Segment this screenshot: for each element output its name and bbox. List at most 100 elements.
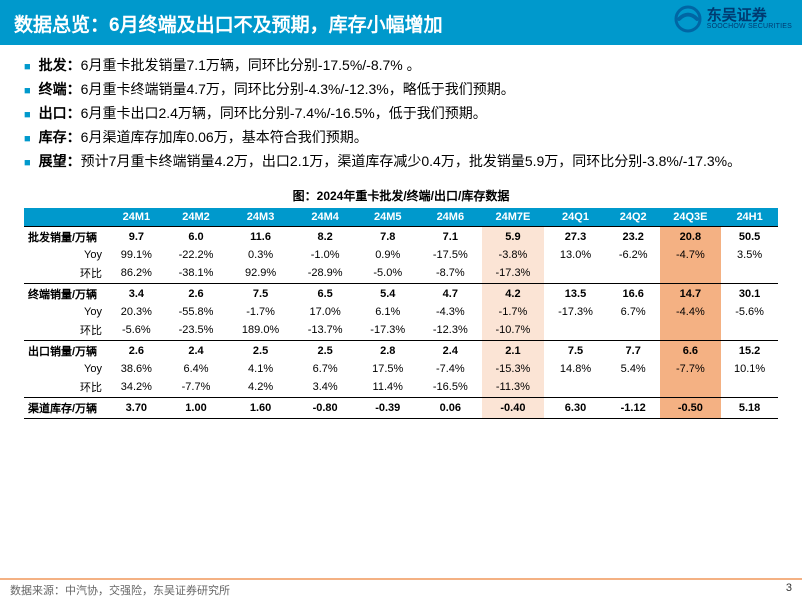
- cell: 7.5: [227, 284, 294, 305]
- table-row: 批发销量/万辆9.76.011.68.27.87.15.927.323.220.…: [24, 227, 778, 248]
- row-label: Yoy: [24, 247, 108, 263]
- cell: 38.6%: [108, 361, 165, 377]
- cell: 8.2: [294, 227, 357, 248]
- cell: 3.4: [108, 284, 165, 305]
- cell: -1.7%: [482, 304, 545, 320]
- cell: [721, 377, 778, 398]
- cell: 3.70: [108, 398, 165, 419]
- slide-footer: 数据来源：中汽协，交强险，东吴证券研究所 3: [0, 578, 802, 602]
- cell: 6.7%: [607, 304, 660, 320]
- cell: -8.7%: [419, 263, 482, 284]
- row-label: 环比: [24, 263, 108, 284]
- table-body: 批发销量/万辆9.76.011.68.27.87.15.927.323.220.…: [24, 227, 778, 419]
- cell: [544, 263, 607, 284]
- cell: 0.06: [419, 398, 482, 419]
- table-row: 环比86.2%-38.1%92.9%-28.9%-5.0%-8.7%-17.3%: [24, 263, 778, 284]
- row-label: 渠道库存/万辆: [24, 398, 108, 419]
- cell: [607, 263, 660, 284]
- cell: 11.4%: [356, 377, 419, 398]
- cell: -5.6%: [721, 304, 778, 320]
- cell: 5.4: [356, 284, 419, 305]
- cell: [607, 320, 660, 341]
- col-header: 24M1: [108, 208, 165, 227]
- col-header: 24M3: [227, 208, 294, 227]
- cell: -1.7%: [227, 304, 294, 320]
- bullet-item: ■批发：6月重卡批发销量7.1万辆，同环比分别-17.5%/-8.7% 。: [24, 55, 778, 76]
- cell: 6.5: [294, 284, 357, 305]
- bullet-icon: ■: [24, 107, 31, 124]
- cell: 6.7%: [294, 361, 357, 377]
- cell: 2.1: [482, 341, 545, 362]
- table-header-row: 24M124M224M324M424M524M624M7E24Q124Q224Q…: [24, 208, 778, 227]
- cell: 5.9: [482, 227, 545, 248]
- cell: -28.9%: [294, 263, 357, 284]
- cell: 6.0: [165, 227, 228, 248]
- bullet-item: ■ 库存：6月渠道库存加库0.06万，基本符合我们预期。: [24, 127, 778, 148]
- cell: -17.3%: [482, 263, 545, 284]
- row-label: Yoy: [24, 304, 108, 320]
- cell: 17.0%: [294, 304, 357, 320]
- bullet-item: ■ 终端：6月重卡终端销量4.7万，同环比分别-4.3%/-12.3%，略低于我们…: [24, 79, 778, 100]
- company-logo: 东吴证券 SOOCHOW SECURITIES: [673, 4, 792, 34]
- cell: -23.5%: [165, 320, 228, 341]
- cell: -38.1%: [165, 263, 228, 284]
- cell: -5.0%: [356, 263, 419, 284]
- cell: 1.60: [227, 398, 294, 419]
- cell: -55.8%: [165, 304, 228, 320]
- cell: 0.3%: [227, 247, 294, 263]
- cell: 7.7: [607, 341, 660, 362]
- cell: -17.3%: [356, 320, 419, 341]
- cell: 4.2%: [227, 377, 294, 398]
- col-header: 24Q3E: [660, 208, 722, 227]
- cell: 27.3: [544, 227, 607, 248]
- col-header: 24H1: [721, 208, 778, 227]
- cell: 20.3%: [108, 304, 165, 320]
- cell: 2.5: [227, 341, 294, 362]
- cell: -3.8%: [482, 247, 545, 263]
- data-source: 数据来源：中汽协，交强险，东吴证券研究所: [10, 582, 230, 598]
- cell: 14.8%: [544, 361, 607, 377]
- cell: 11.6: [227, 227, 294, 248]
- bullet-icon: ■: [24, 83, 31, 100]
- bullet-text: 批发：6月重卡批发销量7.1万辆，同环比分别-17.5%/-8.7% 。: [39, 55, 421, 76]
- cell: 7.5: [544, 341, 607, 362]
- cell: -4.7%: [660, 247, 722, 263]
- bullets-list: ■批发：6月重卡批发销量7.1万辆，同环比分别-17.5%/-8.7% 。■终端…: [0, 45, 802, 181]
- table-title: 图：2024年重卡批发/终端/出口/库存数据: [0, 187, 802, 204]
- cell: -7.4%: [419, 361, 482, 377]
- table-row: 环比-5.6%-23.5%189.0%-13.7%-17.3%-12.3%-10…: [24, 320, 778, 341]
- cell: -17.3%: [544, 304, 607, 320]
- bullet-text: 出口：6月重卡出口2.4万辆，同环比分别-7.4%/-16.5%，低于我们预期。: [39, 103, 487, 124]
- page-number: 3: [786, 582, 792, 598]
- col-header: 24M2: [165, 208, 228, 227]
- row-label: 出口销量/万辆: [24, 341, 108, 362]
- cell: 6.4%: [165, 361, 228, 377]
- cell: 5.18: [721, 398, 778, 419]
- cell: -5.6%: [108, 320, 165, 341]
- bullet-text: 库存：6月渠道库存加库0.06万，基本符合我们预期。: [39, 127, 368, 148]
- cell: -22.2%: [165, 247, 228, 263]
- cell: [721, 263, 778, 284]
- col-header: 24Q1: [544, 208, 607, 227]
- cell: -7.7%: [660, 361, 722, 377]
- cell: -0.39: [356, 398, 419, 419]
- cell: 3.5%: [721, 247, 778, 263]
- row-label: 批发销量/万辆: [24, 227, 108, 248]
- row-label: 终端销量/万辆: [24, 284, 108, 305]
- bullet-icon: ■: [24, 131, 31, 148]
- cell: -12.3%: [419, 320, 482, 341]
- cell: 15.2: [721, 341, 778, 362]
- col-header: 24M7E: [482, 208, 545, 227]
- cell: -16.5%: [419, 377, 482, 398]
- cell: 6.1%: [356, 304, 419, 320]
- cell: 2.4: [419, 341, 482, 362]
- cell: [607, 377, 660, 398]
- cell: 14.7: [660, 284, 722, 305]
- cell: -1.12: [607, 398, 660, 419]
- cell: 7.1: [419, 227, 482, 248]
- cell: [660, 263, 722, 284]
- bullet-text: 终端：6月重卡终端销量4.7万，同环比分别-4.3%/-12.3%，略低于我们预…: [39, 79, 515, 100]
- bullet-item: ■展望：预计7月重卡终端销量4.2万，出口2.1万，渠道库存减少0.4万，批发销…: [24, 151, 778, 172]
- cell: 189.0%: [227, 320, 294, 341]
- cell: 16.6: [607, 284, 660, 305]
